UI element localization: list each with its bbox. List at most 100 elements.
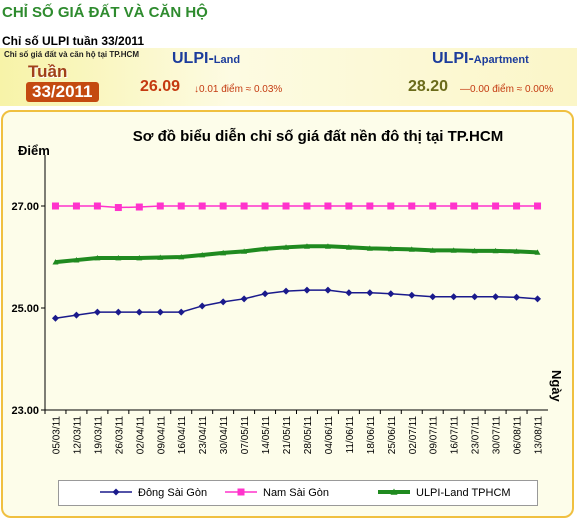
data-point [156, 308, 164, 316]
x-tick-label: 13/08/11 [534, 416, 545, 455]
data-point [93, 308, 101, 316]
apartment-index-value: 28.20 [408, 78, 449, 95]
data-point [513, 293, 521, 301]
data-point [261, 290, 269, 298]
apartment-index-title-main: ULPI- [432, 50, 474, 67]
data-point [51, 314, 59, 322]
x-tick-label: 05/03/11 [51, 416, 62, 455]
data-point [366, 245, 373, 251]
data-point [450, 293, 458, 301]
data-point [534, 295, 542, 303]
y-tick-label: 27.00 [11, 201, 39, 213]
data-point [471, 202, 479, 210]
x-tick-label: 02/04/11 [135, 416, 146, 455]
data-point [220, 249, 227, 256]
data-point [156, 202, 164, 210]
land-index-value: 26.09 [140, 78, 181, 95]
x-tick-label: 28/05/11 [303, 416, 314, 455]
data-point [471, 293, 479, 301]
x-tick-label: 30/04/11 [219, 416, 230, 455]
data-point [51, 202, 59, 210]
data-point [240, 295, 248, 303]
x-tick-label: 16/04/11 [177, 416, 188, 455]
data-point [262, 245, 269, 252]
data-point [240, 202, 248, 210]
apartment-index-title: ULPI-Apartment [432, 50, 529, 68]
data-point [534, 249, 541, 255]
data-point [366, 289, 374, 297]
data-point [135, 308, 143, 316]
legend [58, 480, 538, 506]
data-point [345, 244, 352, 250]
data-point [282, 202, 290, 210]
data-point [492, 293, 500, 301]
data-point [429, 247, 436, 253]
series-0 [51, 286, 542, 322]
x-tick-label: 23/07/11 [471, 416, 482, 455]
x-tick-label: 30/07/11 [492, 416, 503, 455]
series-1 [51, 202, 542, 212]
data-point [303, 286, 311, 294]
data-point [513, 202, 521, 210]
data-point [387, 245, 394, 252]
x-tick-label: 18/06/11 [366, 416, 377, 455]
data-point [324, 243, 331, 249]
land-index-title: ULPI-Land [172, 50, 240, 68]
data-point [261, 202, 269, 210]
x-tick-label: 23/04/11 [198, 416, 209, 455]
data-point [115, 255, 122, 261]
data-point [198, 202, 206, 210]
legend-label: ULPI-Land TPHCM [416, 487, 511, 499]
week-badge: Tuần 33/2011 [10, 62, 118, 104]
data-point [52, 259, 59, 265]
data-point [198, 302, 206, 310]
data-point [94, 255, 101, 261]
week-number: 33/2011 [26, 82, 99, 102]
data-point [136, 255, 143, 261]
legend-item-1: Nam Sài Gòn [225, 487, 329, 499]
x-tick-label: 14/05/11 [261, 416, 272, 455]
data-point [471, 247, 478, 254]
x-tick-label: 09/04/11 [156, 416, 167, 455]
x-tick-label: 11/06/11 [345, 416, 356, 454]
data-point [114, 204, 122, 212]
land-index-change: ↓0.01 điểm ≈ 0.03% [194, 84, 283, 95]
data-point [324, 202, 332, 210]
legend-item-0: Đông Sài Gòn [100, 487, 207, 499]
data-point [492, 247, 499, 254]
x-tick-label: 19/03/11 [93, 416, 104, 455]
data-point [283, 244, 290, 250]
apartment-index-title-suffix: Apartment [473, 54, 529, 66]
data-point [492, 202, 500, 210]
series-2 [52, 243, 541, 265]
data-point [282, 287, 290, 295]
data-point [199, 251, 206, 258]
data-point [177, 308, 185, 316]
data-point [429, 293, 437, 301]
x-tick-label: 25/06/11 [387, 416, 398, 455]
apartment-index-change: —0.00 điểm ≈ 0.00% [460, 84, 554, 95]
x-tick-label: 09/07/11 [429, 416, 440, 455]
data-point [178, 254, 185, 260]
data-point [387, 290, 395, 298]
data-point [534, 202, 542, 210]
x-tick-label: 04/06/11 [324, 416, 335, 455]
banner-caption: Chỉ số giá đất và căn hộ tại TP.HCM [4, 50, 139, 59]
x-tick-label: 07/05/11 [240, 416, 251, 455]
week-label: Tuần [28, 62, 68, 81]
y-tick-label: 23.00 [11, 405, 39, 417]
subtitle: Chỉ số ULPI tuần 33/2011 [2, 34, 145, 48]
data-point [135, 203, 143, 211]
data-point [73, 257, 80, 263]
data-point [345, 202, 353, 210]
data-point [366, 202, 374, 210]
data-point [408, 246, 415, 252]
data-point [93, 202, 101, 210]
data-point [72, 311, 80, 319]
x-tick-label: 12/03/11 [72, 416, 83, 455]
data-point [408, 202, 416, 210]
x-tick-label: 02/07/11 [408, 416, 419, 455]
data-point [303, 202, 311, 210]
x-tick-label: 06/08/11 [513, 416, 524, 455]
